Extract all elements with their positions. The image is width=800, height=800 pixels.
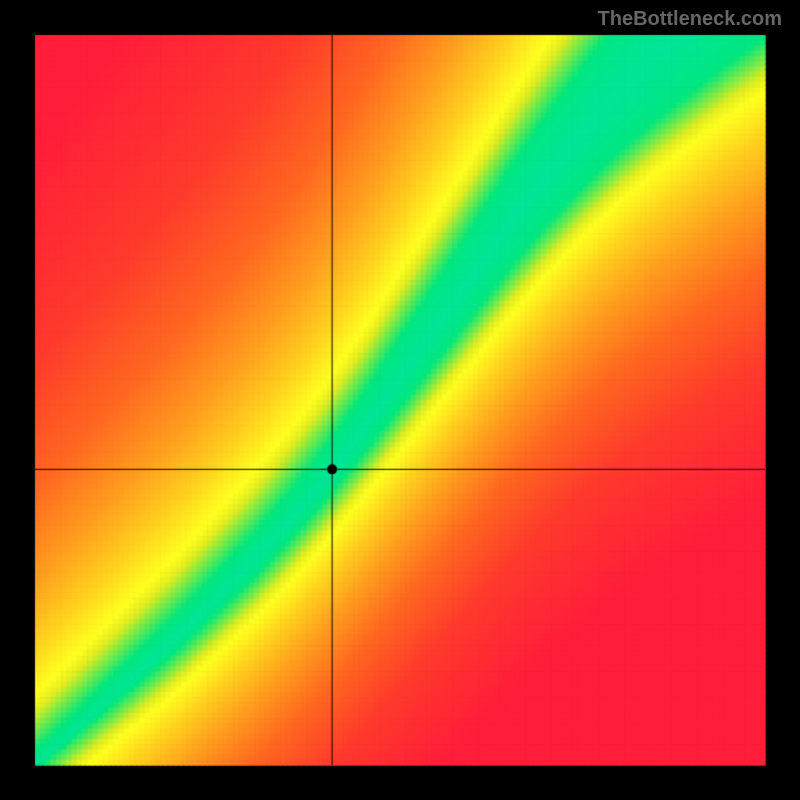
watermark-text: TheBottleneck.com	[598, 8, 782, 31]
chart-container: TheBottleneck.com	[0, 0, 800, 800]
bottleneck-heatmap	[0, 0, 800, 800]
